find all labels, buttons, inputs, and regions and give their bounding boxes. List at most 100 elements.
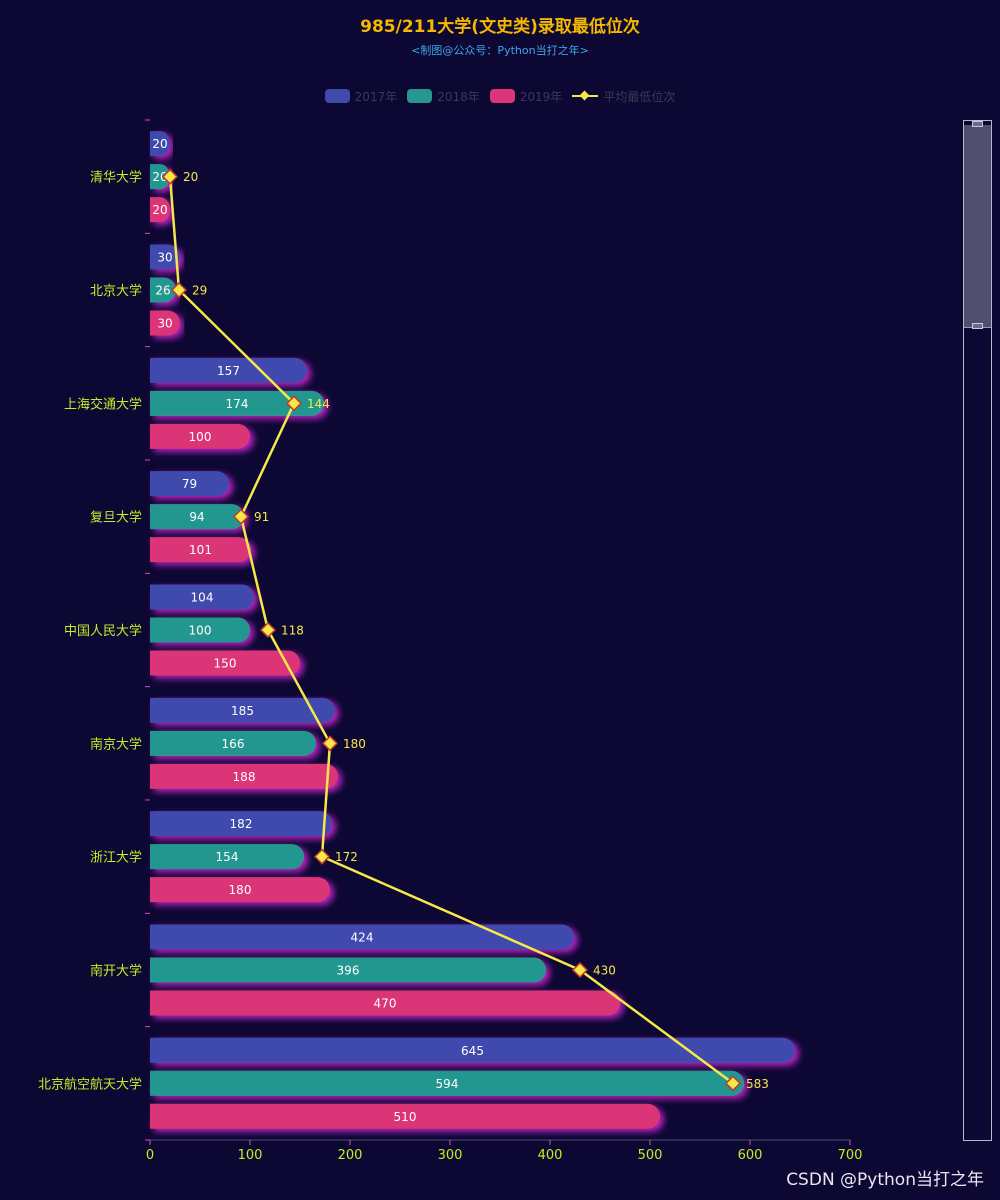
bar-label-2018年-清华大学: 20	[152, 170, 167, 184]
bar-2019年-浙江大学[interactable]	[150, 877, 330, 903]
average-label-上海交通大学: 144	[307, 397, 330, 411]
bar-label-2017年-北京航空航天大学: 645	[461, 1044, 484, 1058]
bar-2019年-上海交通大学[interactable]	[150, 423, 250, 449]
bar-2018年-清华大学[interactable]	[150, 164, 170, 190]
legend-label-2017: 2017年	[354, 89, 398, 104]
x-axis-tick-label-100: 100	[238, 1148, 263, 1163]
chart-subtitle: <制图@公众号：Python当打之年>	[411, 44, 589, 57]
category-label-复旦大学: 复旦大学	[90, 510, 142, 526]
bar-2017年-复旦大学[interactable]	[150, 471, 229, 497]
x-axis-tick-label-300: 300	[438, 1148, 463, 1163]
bar-2019年-南京大学[interactable]	[150, 763, 338, 789]
bar-label-2018年-南京大学: 166	[222, 737, 245, 751]
bar-label-2018年-北京航空航天大学: 594	[436, 1077, 459, 1091]
bar-label-2019年-清华大学: 20	[152, 203, 167, 217]
x-axis-tick-label-0: 0	[146, 1148, 154, 1163]
average-label-清华大学: 20	[183, 170, 198, 184]
category-label-浙江大学: 浙江大学	[90, 850, 142, 866]
legend-swatch-2018	[407, 89, 433, 103]
bar-2017年-南京大学[interactable]	[150, 697, 335, 723]
bar-2018年-上海交通大学[interactable]	[150, 390, 324, 416]
bar-label-2019年-浙江大学: 180	[229, 883, 252, 897]
bar-label-2019年-南京大学: 188	[233, 770, 256, 784]
watermark: CSDN @Python当打之年	[786, 1170, 984, 1190]
bar-label-2017年-清华大学: 20	[152, 137, 167, 151]
category-label-北京航空航天大学: 北京航空航天大学	[38, 1076, 142, 1092]
average-marker-复旦大学[interactable]	[232, 508, 250, 525]
bar-2017年-清华大学[interactable]	[150, 131, 170, 157]
bar-label-2017年-中国人民大学: 104	[191, 590, 214, 604]
average-label-南开大学: 430	[593, 963, 616, 977]
bar-2019年-中国人民大学[interactable]	[150, 650, 300, 676]
average-marker-中国人民大学[interactable]	[259, 621, 277, 639]
bar-2019年-复旦大学[interactable]	[150, 537, 251, 563]
average-label-南京大学: 180	[343, 737, 366, 751]
average-marker-上海交通大学[interactable]	[285, 395, 303, 412]
average-marker-南京大学[interactable]	[321, 735, 339, 752]
bar-label-2017年-复旦大学: 79	[182, 477, 197, 491]
legend-item-2017[interactable]: 2017年	[324, 88, 398, 105]
bar-label-2017年-北京大学: 30	[157, 250, 172, 264]
bar-label-2018年-中国人民大学: 100	[189, 623, 212, 637]
bar-2017年-浙江大学[interactable]	[150, 811, 332, 837]
bar-2017年-中国人民大学[interactable]	[150, 584, 254, 610]
bar-label-2019年-北京大学: 30	[157, 316, 172, 330]
bar-label-2017年-南京大学: 185	[231, 704, 254, 718]
average-marker-北京大学[interactable]	[170, 281, 188, 299]
bar-label-2019年-上海交通大学: 100	[189, 430, 212, 444]
bar-label-2019年-南开大学: 470	[374, 996, 397, 1010]
x-axis-tick-label-700: 700	[838, 1148, 863, 1163]
average-label-北京大学: 29	[192, 283, 207, 297]
bar-label-2018年-浙江大学: 154	[216, 850, 239, 864]
legend: 2017年 2018年 2019年 平均最低位次	[0, 86, 1000, 106]
bar-label-2018年-上海交通大学: 174	[226, 397, 249, 411]
average-marker-南开大学[interactable]	[571, 961, 589, 979]
average-label-中国人民大学: 118	[281, 623, 304, 637]
bar-2018年-复旦大学[interactable]	[150, 504, 245, 530]
bar-2018年-北京大学[interactable]	[150, 277, 176, 303]
datazoom-window[interactable]	[964, 125, 991, 328]
bar-2019年-清华大学[interactable]	[150, 197, 170, 223]
legend-swatch-2017	[324, 89, 350, 103]
bar-2017年-北京航空航天大学[interactable]	[150, 1037, 795, 1063]
category-label-南开大学: 南开大学	[90, 963, 142, 979]
bar-2017年-南开大学[interactable]	[150, 924, 574, 950]
legend-swatch-2019	[489, 89, 515, 103]
bar-2019年-南开大学[interactable]	[150, 990, 620, 1016]
bar-2018年-南京大学[interactable]	[150, 730, 316, 756]
datazoom-slider[interactable]	[963, 120, 992, 1141]
x-axis-tick-label-400: 400	[538, 1148, 563, 1163]
chart-title: 985/211大学(文史类)录取最低位次	[360, 17, 640, 37]
bar-2019年-北京航空航天大学[interactable]	[150, 1103, 660, 1129]
bar-2018年-南开大学[interactable]	[150, 957, 546, 983]
category-label-清华大学: 清华大学	[90, 170, 142, 186]
bar-label-2019年-北京航空航天大学: 510	[394, 1110, 417, 1124]
legend-item-2019[interactable]: 2019年	[489, 88, 562, 105]
category-label-南京大学: 南京大学	[90, 736, 142, 752]
legend-item-2018[interactable]: 2018年	[407, 88, 480, 105]
average-marker-浙江大学[interactable]	[313, 848, 331, 865]
legend-label-average: 平均最低位次	[603, 89, 676, 104]
bar-2018年-北京航空航天大学[interactable]	[150, 1070, 744, 1096]
legend-label-2018: 2018年	[437, 89, 480, 104]
average-marker-北京航空航天大学[interactable]	[724, 1075, 742, 1092]
bar-2018年-浙江大学[interactable]	[150, 844, 304, 870]
legend-item-average[interactable]: 平均最低位次	[572, 88, 675, 105]
average-marker-清华大学[interactable]	[161, 168, 179, 185]
x-axis-tick-label-200: 200	[338, 1148, 363, 1163]
bar-label-2019年-中国人民大学: 150	[214, 656, 237, 670]
x-axis-tick-label-500: 500	[638, 1148, 663, 1163]
bar-label-2017年-浙江大学: 182	[230, 817, 253, 831]
bar-label-2018年-复旦大学: 94	[189, 510, 204, 524]
bar-2018年-中国人民大学[interactable]	[150, 617, 250, 643]
category-label-北京大学: 北京大学	[90, 283, 142, 299]
bar-label-2017年-上海交通大学: 157	[217, 364, 240, 378]
bar-label-2017年-南开大学: 424	[351, 930, 374, 944]
average-label-北京航空航天大学: 583	[746, 1077, 769, 1091]
bar-2017年-北京大学[interactable]	[150, 244, 180, 270]
datazoom-bottom-handle[interactable]	[972, 323, 983, 329]
datazoom-top-handle[interactable]	[972, 121, 983, 127]
bar-label-2019年-复旦大学: 101	[189, 543, 212, 557]
bar-2019年-北京大学[interactable]	[150, 310, 180, 336]
